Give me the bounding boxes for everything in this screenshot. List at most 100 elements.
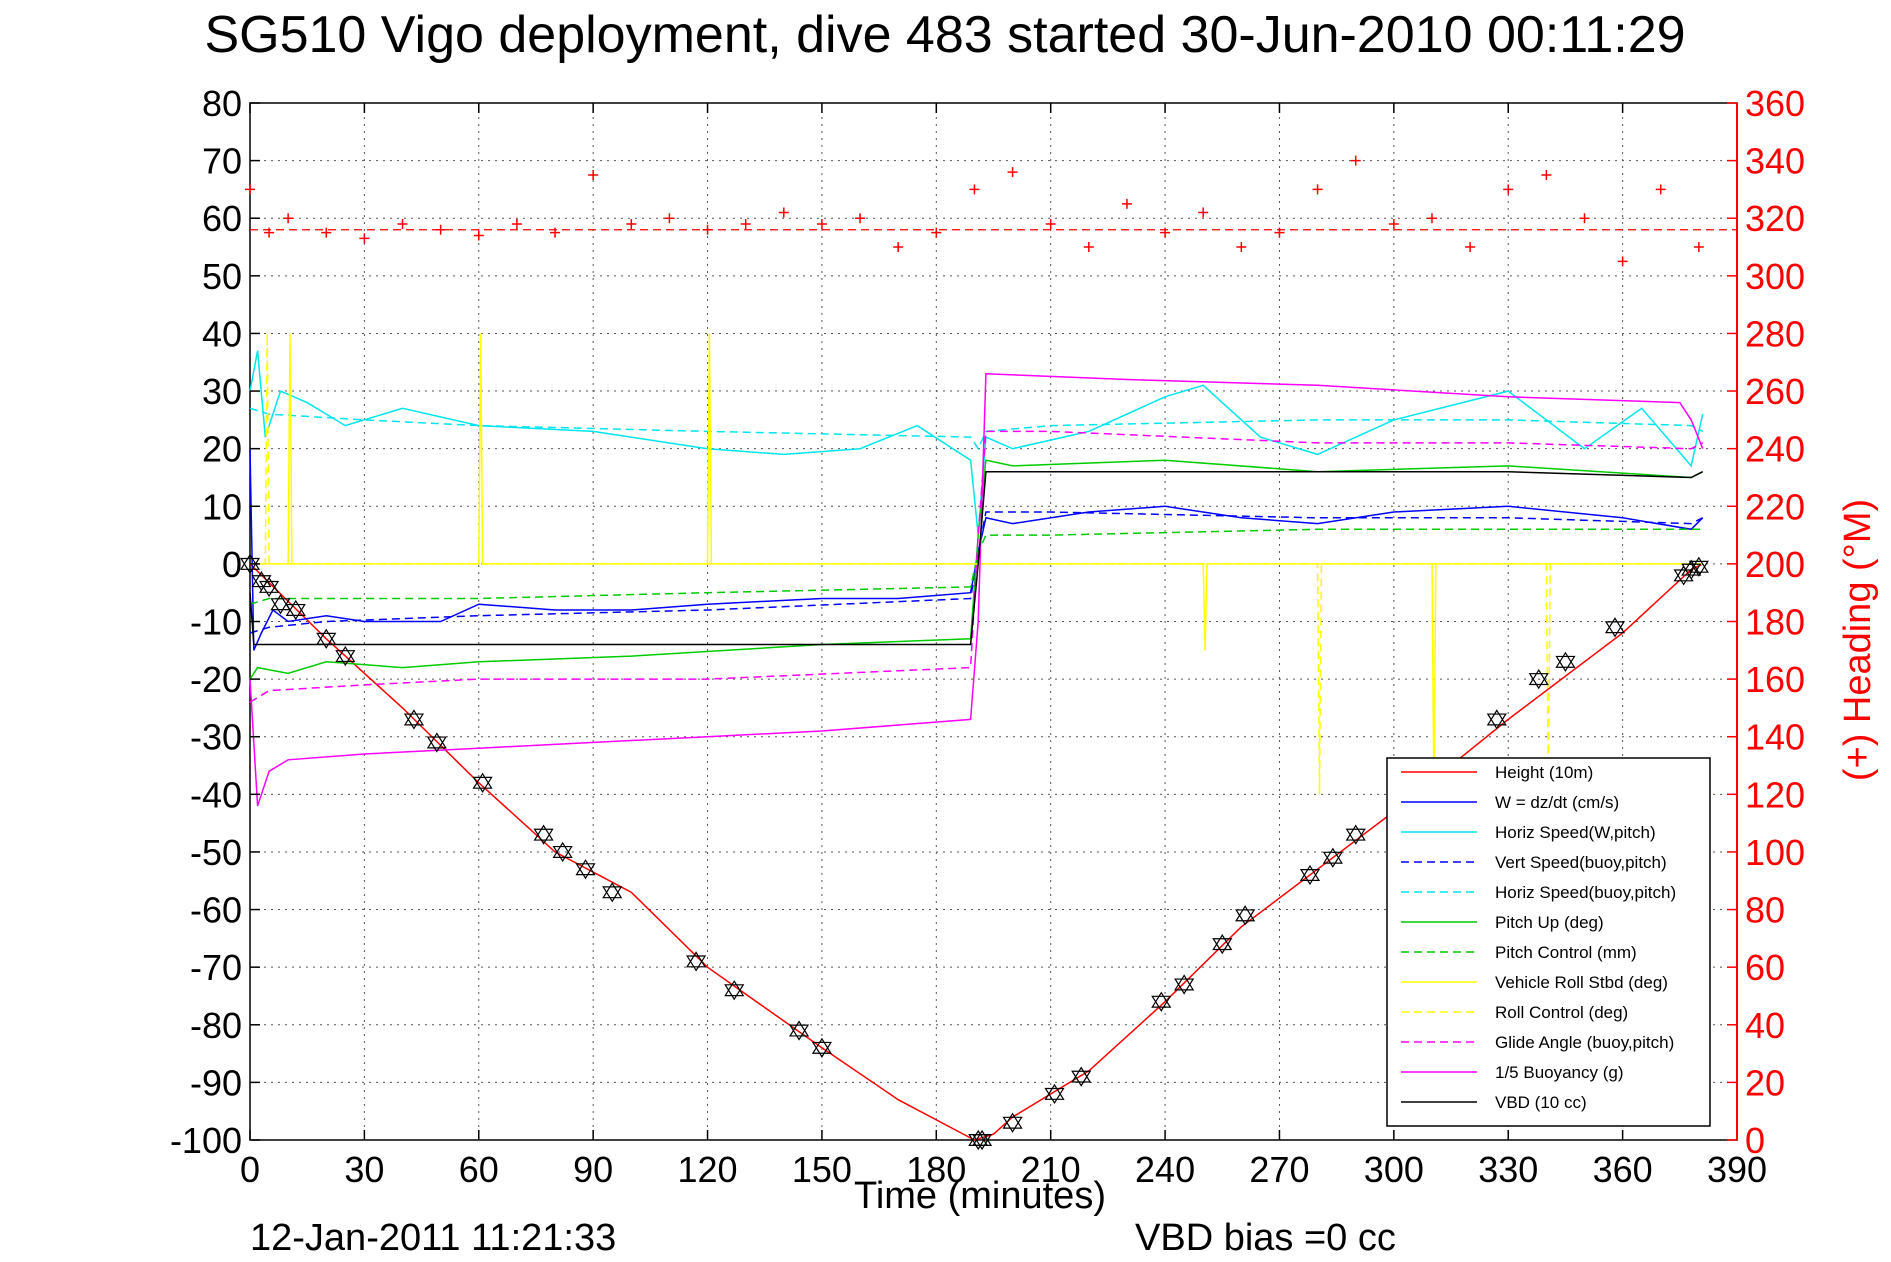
dive-marker (788, 1020, 810, 1041)
heading-markers (245, 155, 1704, 267)
dive-marker (1486, 709, 1507, 730)
heading-marker (1083, 242, 1094, 253)
dive-marker (602, 882, 623, 903)
right-tick-label: 180 (1745, 602, 1805, 643)
right-tick-label: 160 (1745, 659, 1805, 700)
right-tick-label: 60 (1745, 947, 1785, 988)
x-tick-label: 240 (1135, 1149, 1195, 1190)
heading-marker (664, 213, 675, 224)
y-tick-label: 0 (222, 544, 242, 585)
dive-marker (1322, 847, 1343, 868)
x-tick-label: 150 (792, 1149, 852, 1190)
dive-marker (552, 841, 573, 863)
legend-entry: VBD (10 cc) (1495, 1093, 1587, 1112)
heading-marker (1007, 167, 1018, 178)
axes: 0 30 60 90 120 150 180 210 240 270 300 330 360 390807… (170, 83, 1805, 1190)
y-tick-label: 80 (202, 83, 242, 124)
right-tick-label: 0 (1745, 1120, 1765, 1161)
x-tick-label: 330 (1478, 1149, 1538, 1190)
y-tick-label: 50 (202, 256, 242, 297)
x-tick-label: 90 (573, 1149, 613, 1190)
y-tick-label: 10 (202, 486, 242, 527)
heading-marker (397, 218, 408, 229)
y-tick-label: 40 (202, 313, 242, 354)
dive-marker (811, 1037, 833, 1058)
x-tick-label: 0 (240, 1149, 260, 1190)
dive-marker (316, 628, 337, 649)
y-tick-label: 20 (202, 429, 242, 470)
dive-marker (1071, 1066, 1092, 1087)
heading-marker (855, 213, 866, 224)
right-tick-label: 80 (1745, 890, 1785, 931)
right-tick-label: 140 (1745, 717, 1805, 758)
dive-marker (239, 553, 261, 575)
legend-entry: 1/5 Buoyancy (g) (1495, 1063, 1624, 1082)
heading-marker (283, 213, 294, 224)
dive-marker (1555, 651, 1576, 672)
right-tick-label: 100 (1745, 832, 1805, 873)
legend-entry: Pitch Up (deg) (1495, 913, 1604, 932)
x-tick-label: 300 (1364, 1149, 1424, 1190)
x-tick-label: 30 (344, 1149, 384, 1190)
dive-marker (1345, 824, 1366, 845)
heading-marker (473, 230, 484, 241)
dive-marker (1604, 617, 1626, 638)
y-tick-label: -60 (190, 890, 242, 931)
heading-marker (588, 170, 599, 181)
x-tick-label: 270 (1249, 1149, 1309, 1190)
y-tick-label: -30 (190, 717, 242, 758)
y-tick-label: -70 (190, 947, 242, 988)
heading-marker (1693, 242, 1704, 253)
right-tick-label: 260 (1745, 371, 1805, 412)
dive-markers (239, 553, 1709, 1151)
series-line-11 (249, 470, 1704, 646)
y-tick-label: -20 (190, 659, 242, 700)
legend-entry: Pitch Control (mm) (1495, 943, 1637, 962)
dive-marker (1528, 668, 1549, 690)
footer-timestamp: 12-Jan-2011 11:21:33 (250, 1217, 616, 1259)
dive-marker (270, 594, 291, 615)
dive-marker (1044, 1083, 1065, 1105)
y-tick-label: -90 (190, 1062, 242, 1103)
x-tick-label: 360 (1593, 1149, 1653, 1190)
heading-marker (1655, 184, 1666, 195)
dive-marker (971, 1129, 993, 1151)
heading-marker (1388, 218, 1399, 229)
right-tick-label: 240 (1745, 429, 1805, 470)
heading-marker (1236, 242, 1247, 253)
heading-marker (969, 184, 980, 195)
right-axis-label: (+) Heading (°M) (1837, 499, 1879, 781)
series-group (245, 155, 1737, 1141)
dive-marker (1688, 556, 1709, 577)
dive-marker (533, 824, 554, 845)
y-tick-label: 70 (202, 141, 242, 182)
series-line-0 (249, 563, 1704, 1141)
dive-marker (1174, 974, 1195, 995)
series-line-10 (249, 373, 1704, 807)
right-tick-label: 20 (1745, 1062, 1785, 1103)
right-tick-label: 280 (1745, 313, 1805, 354)
dive-marker (1299, 864, 1321, 886)
series-line-1 (249, 448, 1704, 651)
heading-marker (931, 227, 942, 238)
dive-marker (403, 709, 425, 730)
legend: Height (10m) W = dz/dt (cm/s) Horiz Speed(… (1386, 757, 1711, 1127)
y-tick-label: 60 (202, 198, 242, 239)
heading-marker (816, 218, 827, 229)
heading-marker (245, 184, 255, 195)
x-tick-label: 180 (906, 1149, 966, 1190)
legend-entry: Height (10m) (1495, 763, 1593, 782)
heading-marker (1465, 242, 1476, 253)
x-axis-label: Time (minutes) (854, 1175, 1106, 1217)
dive-marker (686, 951, 707, 972)
dive-marker (472, 772, 493, 793)
y-tick-label: -50 (190, 832, 242, 873)
series-line-6 (249, 528, 1703, 605)
legend-box (1386, 757, 1711, 1127)
heading-marker (1426, 213, 1437, 224)
heading-marker (321, 227, 332, 238)
y-tick-label: 30 (202, 371, 242, 412)
series-line-4 (249, 407, 1704, 451)
dive-marker (285, 599, 306, 621)
heading-marker (626, 218, 637, 229)
